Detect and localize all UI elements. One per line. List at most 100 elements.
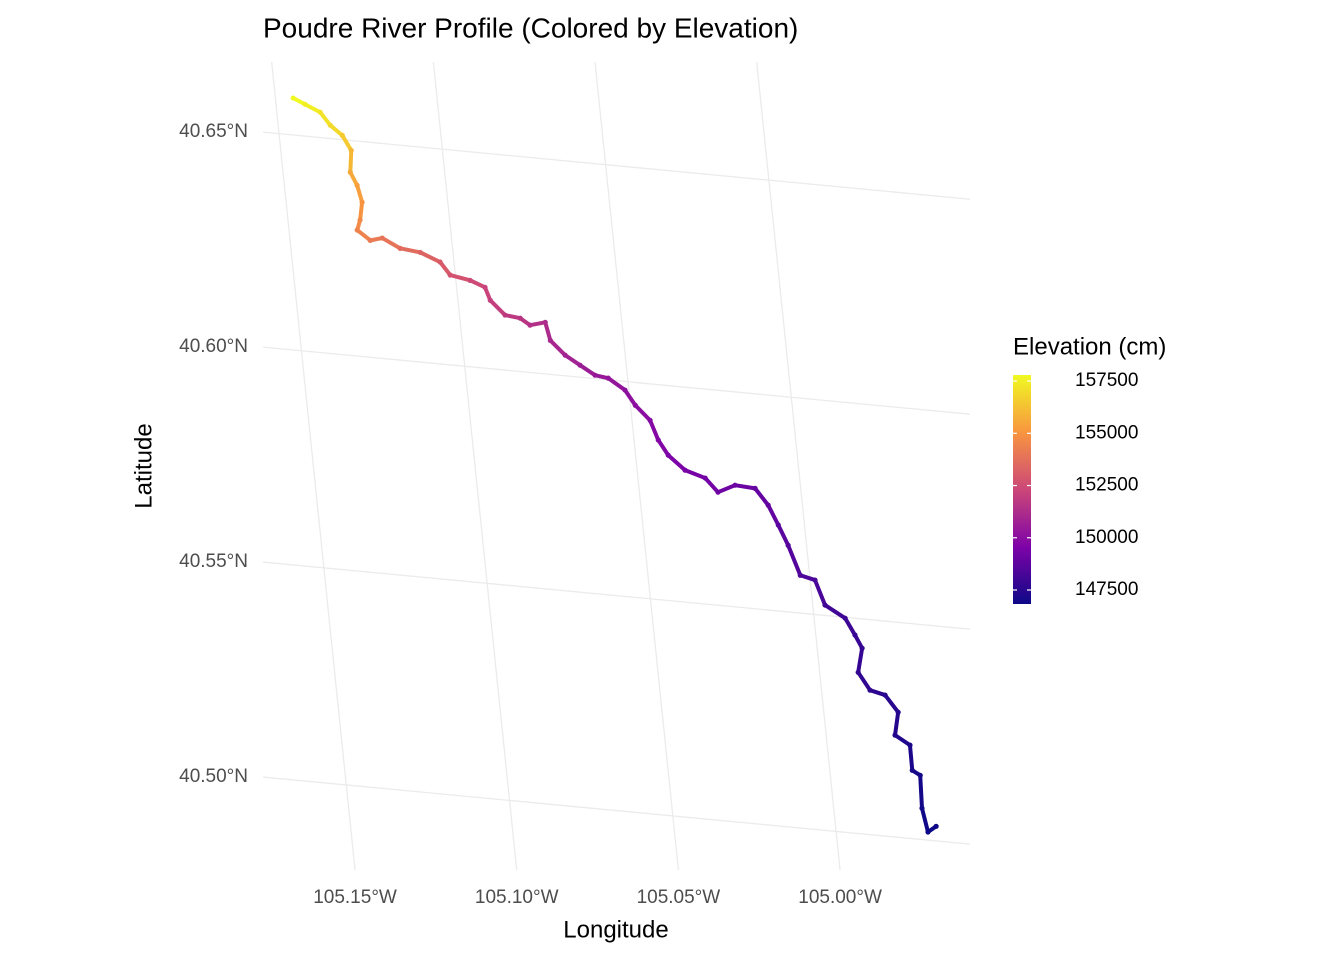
river-segment — [606, 376, 627, 393]
river-point — [917, 772, 923, 778]
river-point — [290, 95, 296, 101]
y-tick-label: 40.50°N — [179, 766, 248, 787]
river-point — [933, 823, 939, 829]
river-point — [542, 319, 548, 325]
river-segment — [438, 260, 453, 278]
river-point — [647, 417, 653, 423]
river-segment — [340, 133, 354, 153]
colorbar-label: 155000 — [1075, 422, 1138, 443]
river-point — [317, 109, 323, 115]
river-point — [467, 277, 473, 283]
river-point — [775, 522, 781, 528]
river-point — [765, 502, 771, 508]
river-segment — [468, 278, 488, 290]
river-point — [577, 362, 583, 368]
river-segment — [398, 246, 423, 255]
river-segment — [355, 228, 373, 243]
river-point — [797, 572, 803, 578]
river-point — [397, 245, 403, 251]
river-point — [855, 669, 861, 675]
river-segment — [682, 468, 708, 481]
river-point — [348, 147, 354, 154]
river-segment — [355, 183, 365, 205]
river-point — [354, 227, 360, 233]
river-segment — [893, 733, 912, 748]
river-point — [502, 312, 508, 318]
river-segment — [856, 646, 865, 675]
river-point — [665, 452, 671, 458]
river-point — [605, 375, 611, 381]
grid-line — [263, 776, 970, 845]
river-point — [417, 249, 423, 256]
y-axis-title: Latitude — [130, 423, 157, 508]
river-segment — [919, 806, 930, 834]
river-point — [357, 217, 363, 223]
river-segment — [358, 200, 365, 223]
river-segment — [488, 298, 508, 318]
river-point — [822, 602, 828, 608]
river-point — [895, 709, 901, 715]
river-point — [655, 437, 661, 443]
river-segment — [907, 743, 915, 773]
grid-line — [263, 561, 970, 630]
river-point — [852, 632, 858, 638]
river-point — [919, 805, 925, 811]
river-point — [907, 742, 913, 748]
river-point — [482, 284, 488, 290]
river-segment — [753, 486, 771, 508]
river-segment — [318, 110, 333, 128]
river-point — [715, 489, 721, 495]
river-point — [302, 101, 308, 107]
river-segment — [380, 236, 403, 251]
river-segment — [328, 123, 345, 138]
river-point — [517, 315, 523, 321]
colorbar-label: 157500 — [1075, 370, 1138, 391]
river-point — [909, 767, 915, 773]
river-point — [447, 272, 453, 278]
river-segment — [918, 773, 924, 811]
legend-title: Elevation (cm) — [1013, 333, 1166, 360]
grid-line — [594, 62, 680, 870]
river-segment — [868, 688, 888, 698]
river-point — [842, 615, 848, 621]
river-segment — [448, 273, 473, 283]
river-segment — [893, 710, 901, 738]
river-point — [859, 645, 865, 651]
river-segment — [418, 250, 443, 265]
river-segment — [563, 353, 583, 368]
river-segment — [348, 148, 354, 175]
river-point — [892, 732, 898, 738]
river-segment — [666, 453, 687, 473]
x-axis-title: Longitude — [563, 916, 668, 943]
river-point — [682, 467, 688, 473]
x-tick-label: 105.15°W — [313, 887, 397, 908]
colorbar-label: 150000 — [1075, 527, 1138, 548]
colorbar-label: 147500 — [1075, 579, 1138, 600]
river-point — [327, 122, 333, 128]
river-segment — [715, 483, 738, 495]
y-tick-label: 40.55°N — [179, 551, 248, 572]
river-point — [622, 387, 628, 393]
river-segment — [633, 403, 653, 423]
river-segment — [786, 543, 803, 578]
river-segment — [813, 578, 828, 608]
river-point — [487, 297, 493, 303]
river-point — [547, 337, 553, 344]
river-point — [592, 372, 598, 378]
river-segment — [823, 603, 848, 621]
river-point — [925, 829, 931, 835]
river-point — [367, 237, 373, 243]
river-point — [752, 485, 758, 491]
river-segment — [856, 670, 873, 693]
x-tick-label: 105.00°W — [798, 887, 882, 908]
river-point — [785, 542, 791, 548]
y-tick-label: 40.65°N — [179, 121, 248, 142]
river-point — [359, 199, 365, 205]
grid-line — [432, 62, 518, 870]
river-segment — [648, 418, 661, 443]
x-tick-label: 105.05°W — [637, 887, 721, 908]
river-segment — [843, 616, 857, 638]
river-segment — [703, 476, 720, 495]
